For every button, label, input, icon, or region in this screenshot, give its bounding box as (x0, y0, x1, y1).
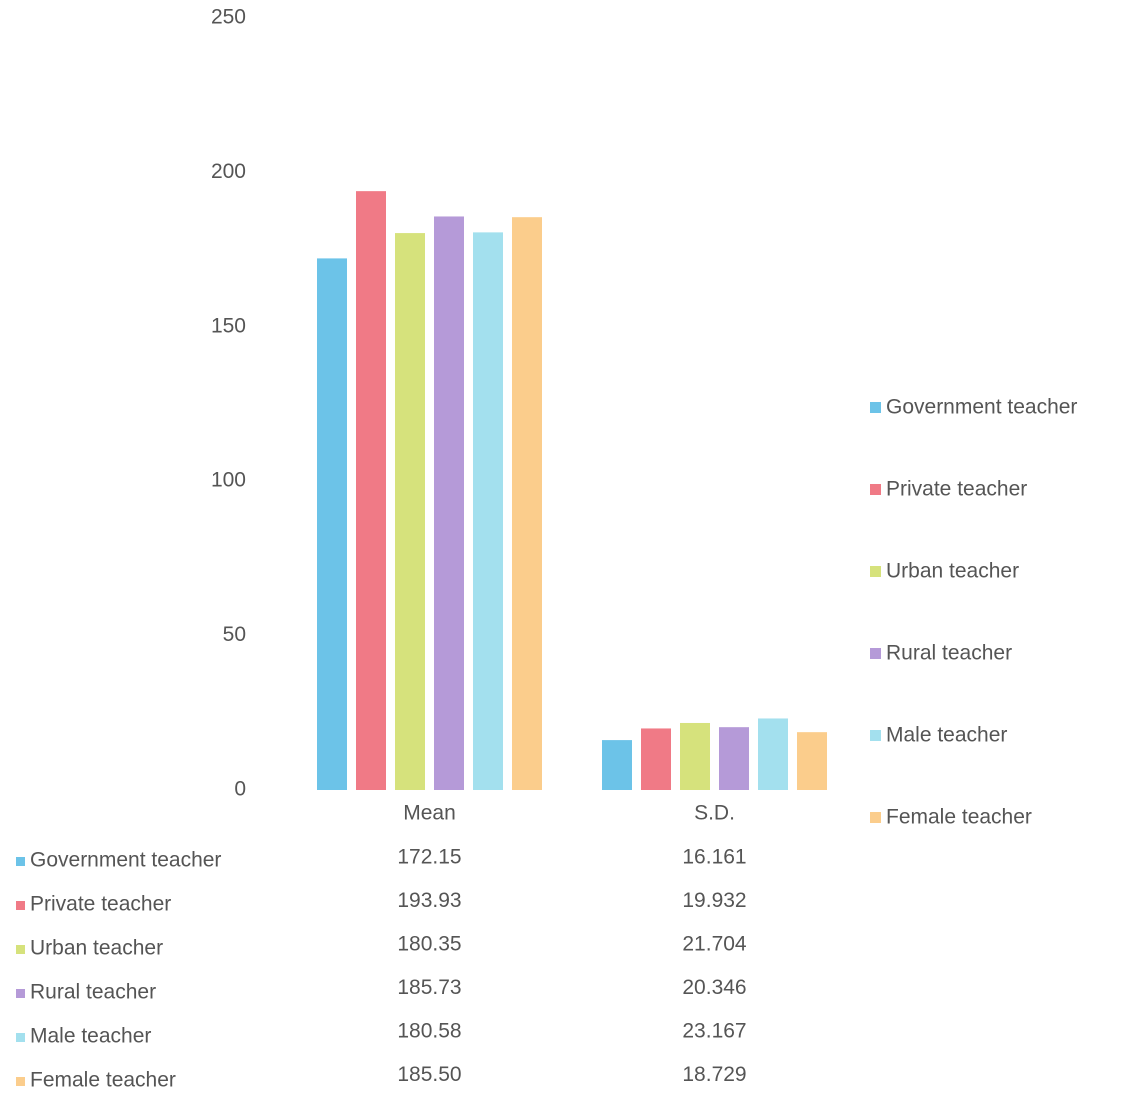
legend-label: Government teacher (886, 396, 1077, 419)
table-value: 185.73 (397, 976, 461, 999)
table-swatch (16, 1077, 25, 1086)
bar (395, 233, 425, 790)
legend-swatch (870, 484, 881, 495)
y-tick-label: 200 (211, 160, 246, 183)
legend-swatch (870, 402, 881, 413)
legend-label: Private teacher (886, 478, 1027, 501)
table-row-label: Private teacher (30, 893, 171, 916)
bar (473, 232, 503, 790)
bar (680, 722, 710, 790)
table-swatch (16, 857, 25, 866)
bar (758, 718, 788, 790)
table-row-label: Male teacher (30, 1025, 151, 1048)
table-value: 172.15 (397, 846, 461, 869)
bar (719, 727, 749, 790)
table-swatch (16, 1033, 25, 1042)
bar (602, 740, 632, 790)
table-swatch (16, 945, 25, 954)
legend-swatch (870, 730, 881, 741)
table-value: 19.932 (682, 889, 746, 912)
table-value: 18.729 (682, 1063, 746, 1086)
bar (356, 191, 386, 790)
table-row-label: Government teacher (30, 849, 221, 872)
legend-swatch (870, 566, 881, 577)
legend-swatch (870, 648, 881, 659)
table-row-label: Female teacher (30, 1069, 176, 1092)
table-value: 23.167 (682, 1020, 746, 1043)
table-swatch (16, 901, 25, 910)
y-tick-label: 100 (211, 469, 246, 492)
table-row-label: Rural teacher (30, 981, 156, 1004)
legend-label: Male teacher (886, 724, 1007, 747)
x-tick-label: S.D. (694, 802, 735, 825)
y-tick-label: 150 (211, 314, 246, 337)
table-value: 193.93 (397, 889, 461, 912)
bar (797, 732, 827, 790)
table-value: 16.161 (682, 846, 746, 869)
table-value: 180.58 (397, 1020, 461, 1043)
bar (434, 216, 464, 790)
y-tick-label: 0 (234, 778, 246, 801)
legend-swatch (870, 812, 881, 823)
x-tick-label: Mean (403, 802, 456, 825)
legend-label: Rural teacher (886, 642, 1012, 665)
table-row-label: Urban teacher (30, 937, 163, 960)
y-tick-label: 50 (223, 623, 246, 646)
bar (641, 728, 671, 790)
bar (512, 217, 542, 790)
table-swatch (16, 989, 25, 998)
table-value: 21.704 (682, 933, 747, 956)
bar (317, 258, 347, 791)
table-value: 20.346 (682, 976, 746, 999)
legend-label: Female teacher (886, 806, 1032, 829)
legend-label: Urban teacher (886, 560, 1019, 583)
table-value: 180.35 (397, 933, 461, 956)
y-tick-label: 250 (211, 6, 246, 29)
table-value: 185.50 (397, 1063, 461, 1086)
